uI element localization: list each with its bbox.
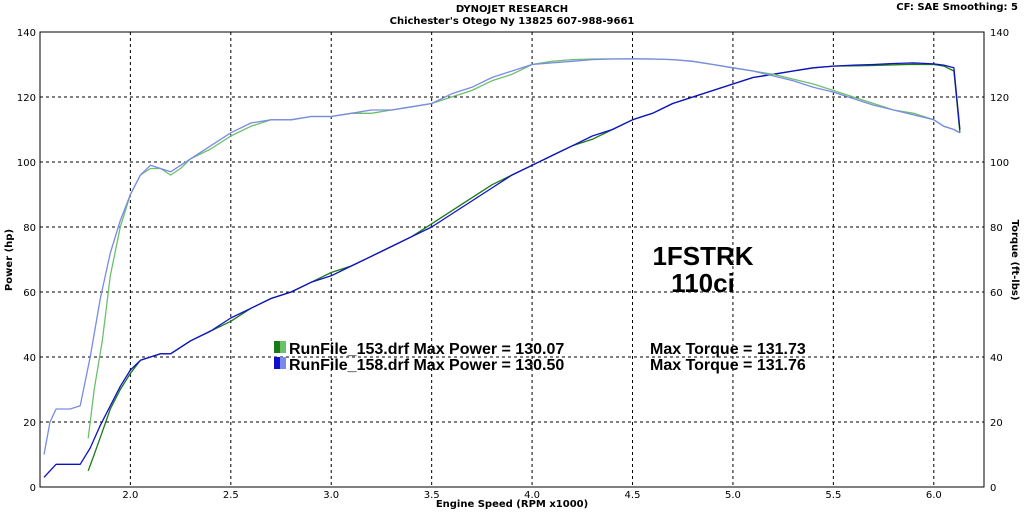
x-tick-label: 3.0 — [323, 490, 339, 501]
settings-label: CF: SAE Smoothing: 5 — [896, 2, 1018, 13]
y-tick-label-left: 140 — [17, 28, 36, 39]
legend-torque-153: Max Torque = 131.73 — [650, 341, 806, 358]
y-tick-label-right: 120 — [990, 93, 1009, 104]
series-line-runfile-158-drf-power — [43, 62, 961, 478]
y-tick-label-right: 60 — [990, 288, 1003, 299]
plot-frame — [39, 31, 985, 488]
x-tick-label: 2.0 — [122, 490, 138, 501]
annotation-line-2: 110ci — [671, 268, 735, 298]
y-tick-label-right: 100 — [990, 158, 1009, 169]
y-tick-label-left: 120 — [17, 93, 36, 104]
series-lines — [43, 58, 961, 478]
y-tick-label-left: 60 — [23, 288, 36, 299]
annotation-line-1: 1FSTRK — [652, 241, 753, 271]
x-tick-label: 6.0 — [926, 490, 942, 501]
x-axis-label: Engine Speed (RPM x1000) — [436, 499, 588, 510]
y-tick-label-right: 20 — [990, 418, 1003, 429]
series-line-runfile-153-drf-power — [87, 63, 961, 472]
y-tick-label-right: 40 — [990, 353, 1003, 364]
y-tick-label-left: 40 — [23, 353, 36, 364]
x-tick-label: 5.0 — [725, 490, 741, 501]
x-tick-label: 4.0 — [524, 490, 540, 501]
y-tick-label-left: 0 — [30, 483, 36, 494]
legend-swatch-153-light — [280, 341, 286, 353]
y-tick-label-right: 140 — [990, 28, 1009, 39]
dyno-header-address: Chichester's Otego Ny 13825 607-988-9661 — [389, 16, 635, 27]
y-ticks: 0 0 20 20 40 40 60 60 80 80 100 100 120 120 140 140 — [17, 28, 1009, 494]
legend-swatch-153 — [274, 341, 280, 353]
legend-swatch-158-light — [280, 357, 286, 369]
legend-label-158: RunFile_158.drf Max Power = 130.50 — [289, 357, 564, 374]
legend: RunFile_153.drf Max Power = 130.07 Max T… — [274, 341, 806, 374]
x-tick-label: 5.5 — [825, 490, 841, 501]
y-axis-label-left: Power (hp) — [4, 229, 15, 291]
x-tick-label: 3.5 — [424, 490, 440, 501]
y-tick-label-right: 0 — [990, 483, 996, 494]
grid — [40, 32, 984, 487]
y-axis-label-right: Torque (ft-lbs) — [1009, 220, 1020, 301]
y-tick-label-left: 20 — [23, 418, 36, 429]
series-line-runfile-158-drf-torque — [43, 58, 961, 455]
x-tick-label: 4.5 — [625, 490, 641, 501]
y-tick-label-left: 100 — [17, 158, 36, 169]
legend-swatch-158 — [274, 357, 280, 369]
series-line-runfile-153-drf-torque — [87, 58, 961, 439]
x-tick-label: 2.5 — [223, 490, 239, 501]
y-tick-label-left: 80 — [23, 223, 36, 234]
x-ticks: 2.0 2.5 3.0 3.5 4.0 4.5 5.0 5.5 6.0 — [122, 490, 941, 501]
dyno-header-title: DYNOJET RESEARCH — [455, 4, 569, 15]
y-tick-label-right: 80 — [990, 223, 1003, 234]
legend-label-153: RunFile_153.drf Max Power = 130.07 — [289, 341, 564, 358]
legend-torque-158: Max Torque = 131.76 — [650, 357, 806, 374]
